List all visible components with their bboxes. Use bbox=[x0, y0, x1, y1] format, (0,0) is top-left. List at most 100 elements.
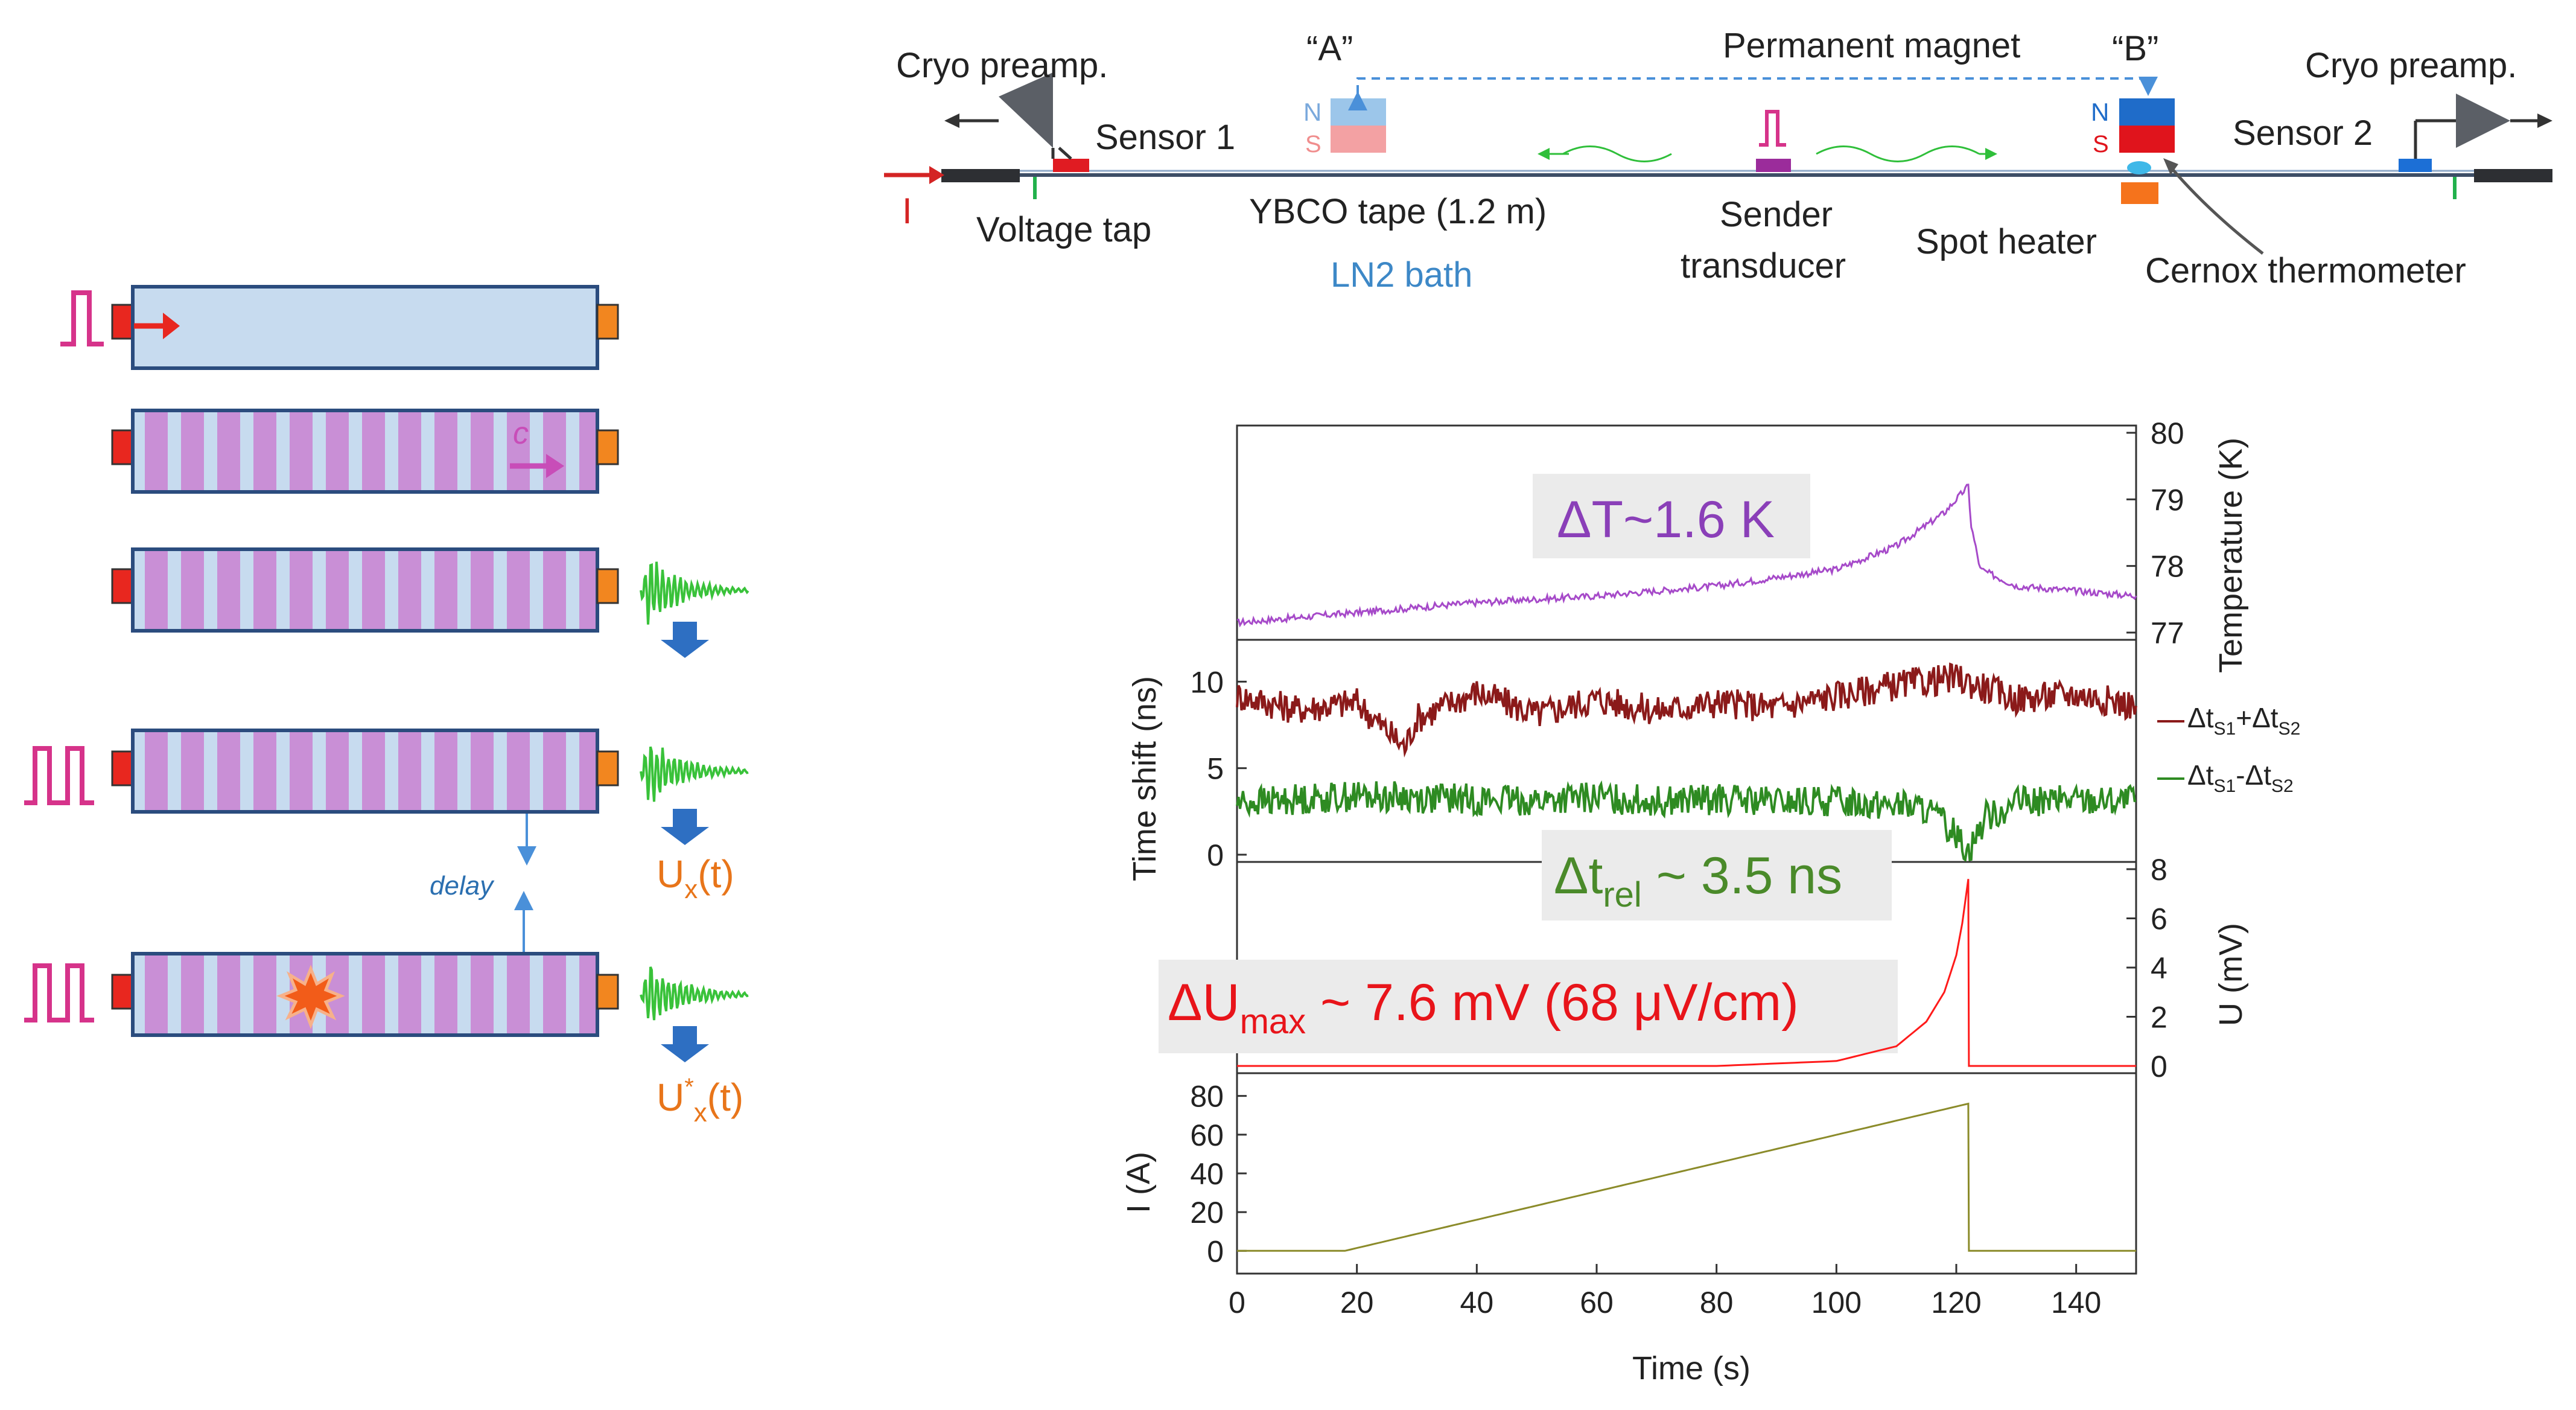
cryo-preamp-right-label: Cryo preamp. bbox=[2305, 46, 2517, 85]
y-tick-label: 10 bbox=[1190, 665, 1224, 699]
wave-speed-label: c bbox=[513, 416, 529, 451]
received-signal-burst bbox=[640, 746, 749, 802]
uxstar-label: U*x(t) bbox=[657, 1074, 743, 1128]
series-line-1-1 bbox=[1236, 780, 2137, 862]
delta-trel-annotation: Δtrel ~ 3.5 ns bbox=[1554, 847, 1842, 914]
current-lead-left bbox=[941, 169, 1020, 182]
setup-diagram: I N S N S “A” “B” Permanent magnet bbox=[884, 26, 2552, 295]
magnet-move-path bbox=[1348, 77, 2158, 110]
y-tick-label: 0 bbox=[1207, 838, 1224, 872]
magnet-b-south bbox=[2119, 126, 2175, 153]
received-signal-burst bbox=[640, 561, 749, 625]
x-tick-label: 140 bbox=[2051, 1286, 2101, 1319]
legend-label-sum: ΔtS1+ΔtS2 bbox=[2187, 702, 2300, 739]
current-axis-title: I (A) bbox=[1121, 1152, 1157, 1213]
sender-transducer-block bbox=[111, 304, 134, 340]
magnet-a-south bbox=[1331, 126, 1386, 153]
panel-time-shift-frame bbox=[1236, 639, 2137, 863]
pole-s-label: S bbox=[2093, 131, 2109, 158]
y-tick-label: 60 bbox=[1190, 1118, 1224, 1152]
sender-label-line2: transducer bbox=[1681, 246, 1846, 286]
y-tick-label: 77 bbox=[2151, 616, 2184, 650]
sender-transducer-block bbox=[1756, 159, 1791, 172]
y-tick-label: 80 bbox=[1190, 1080, 1224, 1114]
permanent-magnet-label: Permanent magnet bbox=[1723, 26, 2020, 65]
x-tick-label: 20 bbox=[1340, 1286, 1374, 1319]
y-tick-label: 0 bbox=[1207, 1234, 1224, 1268]
time-axis-title: Time (s) bbox=[1632, 1350, 1751, 1386]
cernox-pointer bbox=[2171, 168, 2264, 255]
cernox-label: Cernox thermometer bbox=[2145, 251, 2466, 290]
x-tick-label: 120 bbox=[1931, 1286, 1981, 1319]
delta-umax-annotation-box bbox=[1159, 960, 1898, 1053]
schematic-panel: c Ux(t) delay U*x(t) bbox=[24, 285, 749, 1128]
sensor1-block bbox=[1053, 159, 1089, 172]
y-tick-label: 78 bbox=[2151, 550, 2184, 584]
magnet-b-label: “B” bbox=[2112, 29, 2158, 68]
spot-heater-label: Spot heater bbox=[1916, 222, 2097, 261]
tape-bar bbox=[131, 285, 599, 370]
sender-transducer-block bbox=[111, 429, 134, 465]
down-arrow-icon bbox=[661, 622, 709, 658]
x-tick-label: 60 bbox=[1580, 1286, 1614, 1319]
x-tick-label: 0 bbox=[1229, 1286, 1245, 1319]
receiver-block bbox=[596, 429, 619, 465]
y-tick-label: 2 bbox=[2151, 1001, 2167, 1035]
y-tick-label: 6 bbox=[2151, 902, 2167, 936]
pole-n-label: N bbox=[2091, 98, 2109, 126]
temperature-axis-title: Temperature (K) bbox=[2213, 438, 2249, 673]
cryo-preamp-left-label: Cryo preamp. bbox=[896, 46, 1108, 85]
magnet-a-north bbox=[1331, 98, 1386, 126]
delta-t-annotation-box bbox=[1533, 474, 1810, 558]
voltage-tap-label: Voltage tap bbox=[976, 210, 1151, 249]
ux-label: Ux(t) bbox=[657, 852, 734, 904]
voltage-axis-title: U (mV) bbox=[2213, 923, 2249, 1026]
x-tick-label: 100 bbox=[1811, 1286, 1862, 1319]
y-tick-label: 40 bbox=[1190, 1157, 1224, 1191]
y-tick-label: 8 bbox=[2151, 853, 2167, 887]
delta-trel-annotation-box bbox=[1542, 830, 1892, 920]
received-signal-burst bbox=[640, 966, 749, 1021]
series-line-1-0 bbox=[1236, 662, 2137, 758]
spot-heater-block bbox=[2121, 182, 2158, 204]
signal-waveform bbox=[640, 746, 749, 802]
wave-left-arrow-icon bbox=[1538, 148, 1550, 160]
sensor1-label: Sensor 1 bbox=[1095, 118, 1235, 157]
panel-current-frame bbox=[1236, 1072, 2137, 1275]
tape-bar-standing-wave bbox=[131, 729, 599, 814]
pole-n-label: N bbox=[1303, 98, 1321, 126]
signal-waveform bbox=[640, 966, 749, 1021]
sender-pulse-icon bbox=[1759, 110, 1786, 147]
receiver-block bbox=[596, 304, 619, 340]
y-tick-label: 20 bbox=[1190, 1196, 1224, 1230]
series-line-3-0 bbox=[1237, 1102, 2136, 1252]
double-pulse-icon bbox=[24, 963, 94, 1022]
magnet-b-north bbox=[2119, 98, 2175, 126]
y-tick-label: 79 bbox=[2151, 483, 2184, 517]
tape-label: YBCO tape (1.2 m) bbox=[1249, 192, 1547, 231]
x-tick-label: 80 bbox=[1700, 1286, 1734, 1319]
pulse-icon bbox=[60, 290, 104, 346]
output-arrow-icon bbox=[944, 113, 959, 128]
down-arrow-icon bbox=[661, 809, 709, 845]
tape-bar-standing-wave bbox=[131, 547, 599, 633]
current-lead-right bbox=[2474, 169, 2552, 182]
y-tick-label: 0 bbox=[2151, 1050, 2167, 1083]
tape-bar-hotspot bbox=[131, 952, 599, 1037]
sensor2-label: Sensor 2 bbox=[2233, 113, 2373, 153]
x-tick-label: 40 bbox=[1460, 1286, 1494, 1319]
wave-speed-arrow bbox=[546, 454, 564, 478]
delay-label: delay bbox=[430, 871, 495, 901]
pole-s-label: S bbox=[1305, 131, 1321, 158]
preamp-right-icon bbox=[2456, 94, 2510, 148]
hotspot-icon bbox=[276, 965, 345, 1029]
legend-label-diff: ΔtS1-ΔtS2 bbox=[2187, 759, 2294, 796]
delta-t-annotation: ΔT~1.6 K bbox=[1557, 491, 1775, 549]
delta-umax-annotation: ΔUmax ~ 7.6 mV (68 μV/cm) bbox=[1168, 974, 1799, 1041]
output-arrow-icon bbox=[2537, 113, 2552, 128]
y-tick-label: 4 bbox=[2151, 951, 2167, 985]
wave-right-arrow-icon bbox=[1985, 148, 1997, 160]
current-label: I bbox=[902, 191, 912, 231]
signal-waveform bbox=[640, 561, 749, 625]
